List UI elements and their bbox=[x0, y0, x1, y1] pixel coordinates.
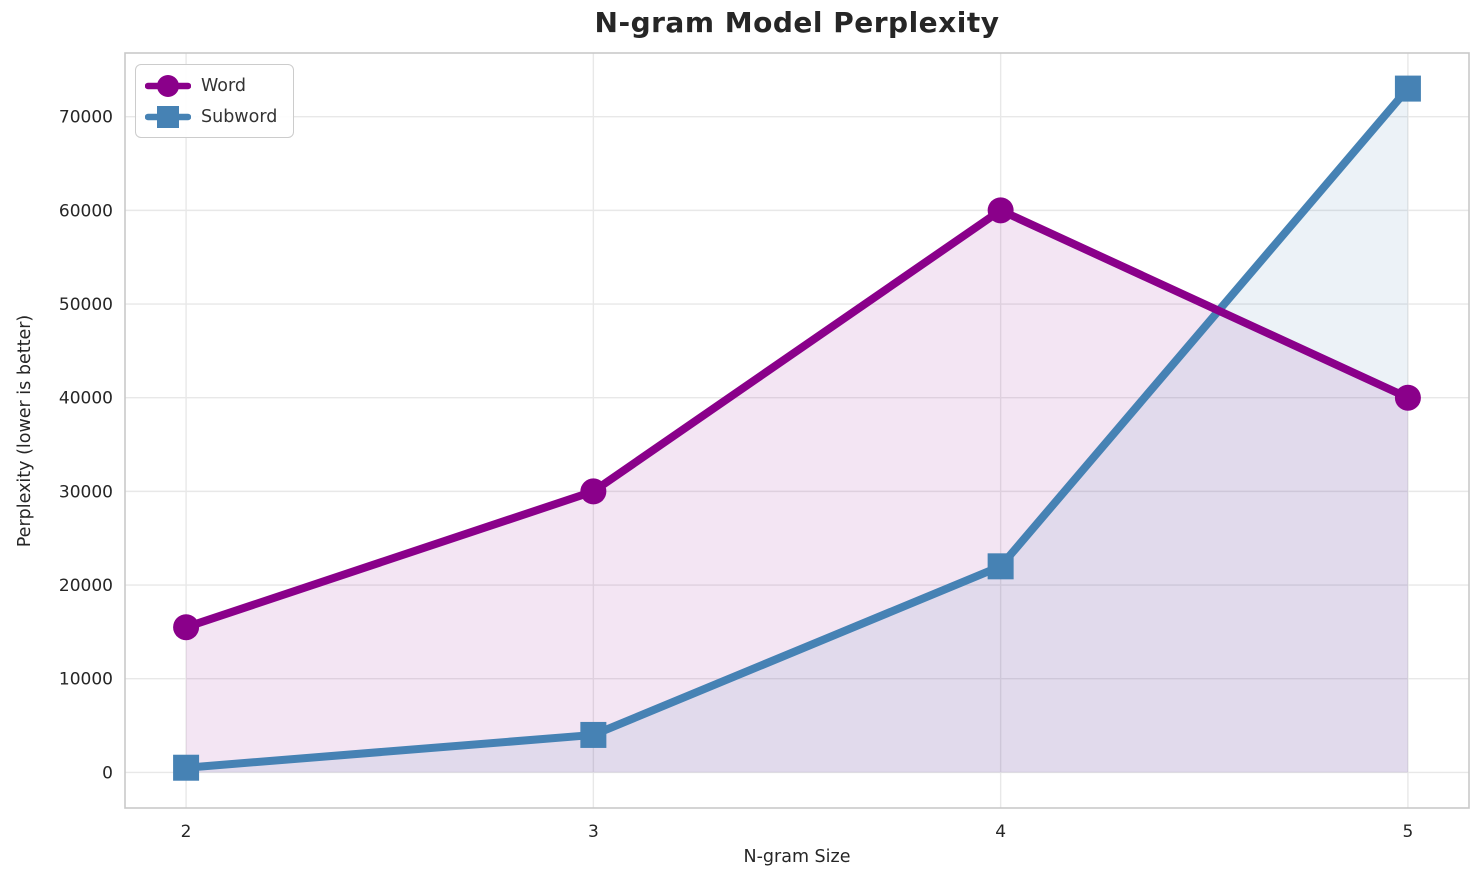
series-area-subword bbox=[186, 88, 1408, 773]
x-tick-label: 4 bbox=[995, 822, 1006, 842]
y-tick-label: 60000 bbox=[59, 201, 113, 221]
legend-item-subword: Subword bbox=[145, 103, 277, 130]
legend-item-word: Word bbox=[145, 72, 277, 99]
legend: Word Subword bbox=[135, 64, 295, 138]
y-tick-label: 30000 bbox=[59, 482, 113, 502]
word-series-marker-icon bbox=[145, 74, 191, 97]
y-tick-label: 20000 bbox=[59, 576, 113, 596]
series-area-word bbox=[186, 210, 1408, 773]
data-point-word bbox=[580, 478, 607, 505]
x-tick-label: 5 bbox=[1402, 822, 1413, 842]
data-point-word bbox=[173, 614, 200, 641]
plot-border bbox=[124, 52, 1470, 809]
y-tick-label: 70000 bbox=[59, 108, 113, 128]
data-point-subword bbox=[987, 553, 1014, 580]
y-tick-label: 10000 bbox=[59, 670, 113, 690]
data-point-subword bbox=[1394, 75, 1421, 102]
y-tick-label: 50000 bbox=[59, 295, 113, 315]
x-tick-label: 3 bbox=[588, 822, 599, 842]
y-axis-label: Perplexity (lower is better) bbox=[15, 314, 35, 548]
legend-label-subword: Subword bbox=[201, 106, 278, 127]
subword-series-marker-icon bbox=[145, 105, 191, 128]
chart-title: N-gram Model Perplexity bbox=[594, 6, 1000, 39]
x-tick-label: 2 bbox=[181, 822, 192, 842]
series-line-word bbox=[182, 206, 1412, 632]
y-tick-label: 0 bbox=[102, 763, 113, 783]
series-line-subword bbox=[182, 84, 1412, 772]
data-point-word bbox=[987, 197, 1014, 224]
legend-label-word: Word bbox=[201, 75, 246, 96]
data-point-subword bbox=[173, 754, 200, 781]
y-tick-label: 40000 bbox=[59, 389, 113, 409]
data-point-word bbox=[1394, 384, 1421, 411]
x-axis-label: N-gram Size bbox=[743, 847, 851, 867]
data-point-subword bbox=[580, 721, 607, 748]
